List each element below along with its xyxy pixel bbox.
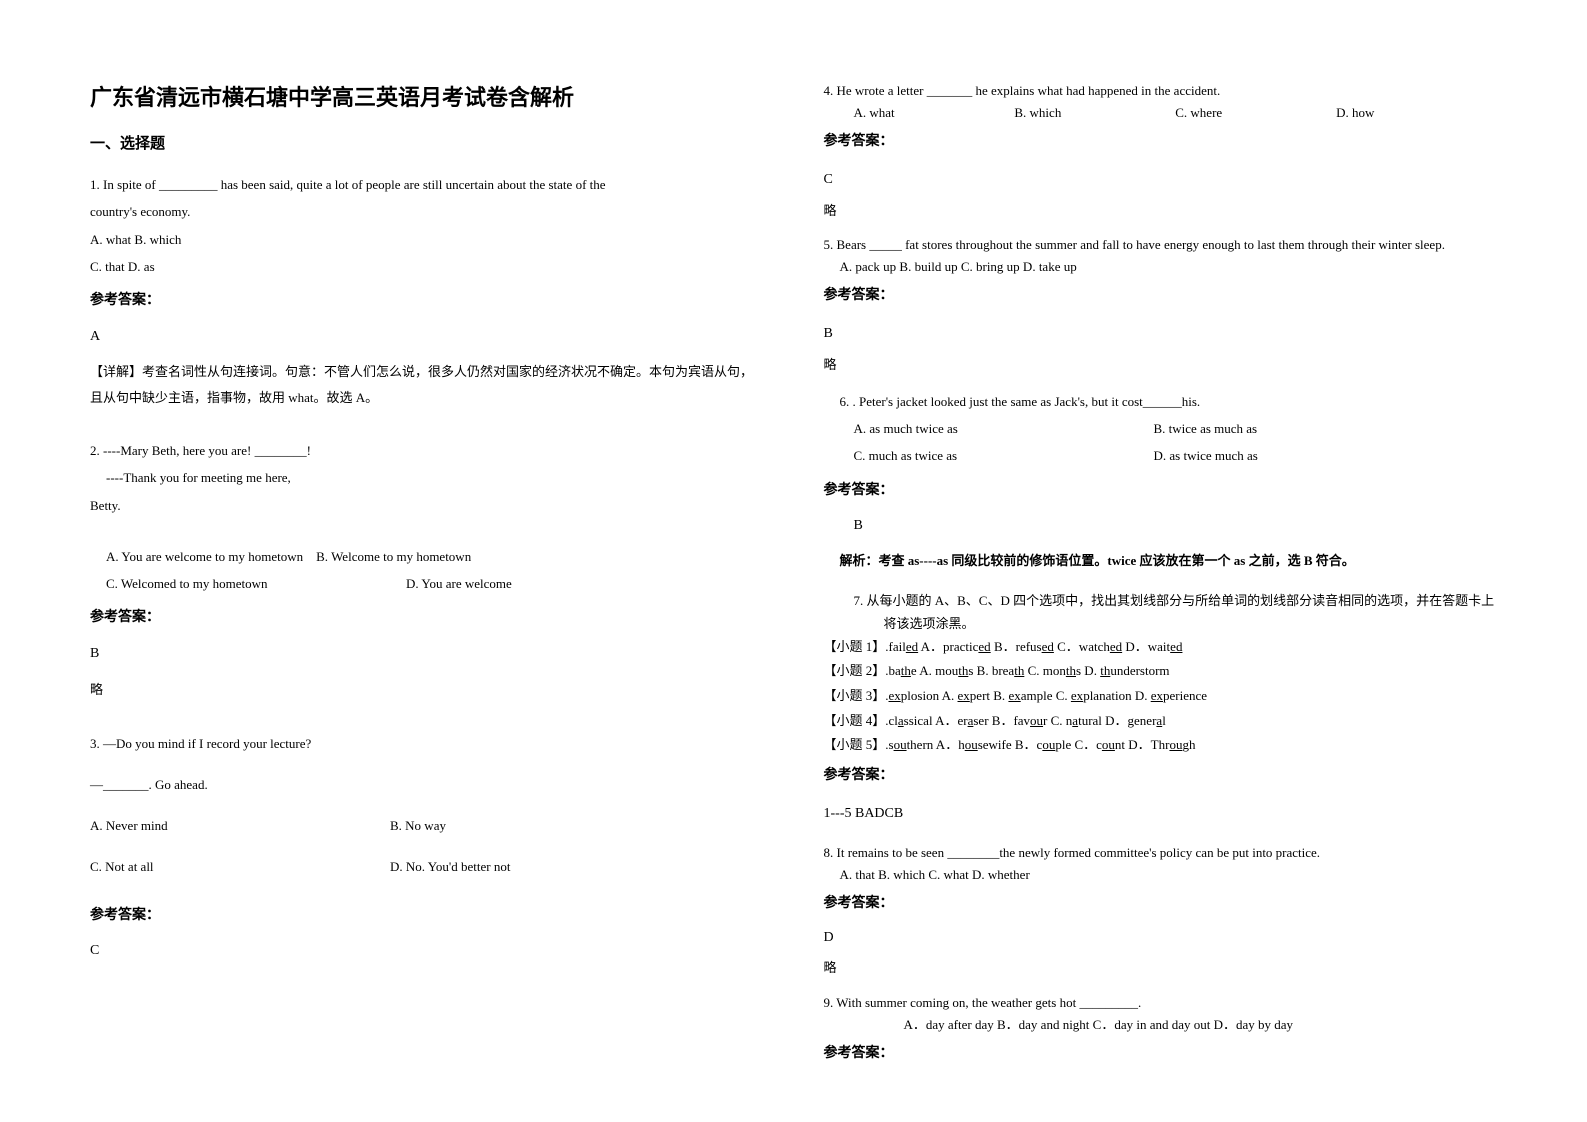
q9-text: 9. With summer coming on, the weather ge… [824, 992, 1498, 1014]
q2-opts-ab: A. You are welcome to my hometown B. Wel… [90, 543, 764, 570]
q7-sub1: 【小题 1】.failed A．practiced B．refused C．wa… [824, 635, 1498, 660]
q2-optD: D. You are welcome [406, 570, 706, 597]
q3-answer: C [90, 936, 764, 965]
q3-optD: D. No. You'd better not [390, 853, 690, 880]
q1-explanation: 【详解】考查名词性从句连接词。句意：不管人们怎么说，很多人仍然对国家的经济状况不… [90, 359, 764, 411]
q5-answer: B [824, 322, 1498, 346]
q3-opts-ab: A. Never mind B. No way [90, 812, 764, 839]
q2-optB: B. Welcome to my hometown [316, 549, 471, 564]
q6-explain-text: 解析：考查 as----as 同级比较前的修饰语位置。twice 应该放在第一个… [840, 553, 1355, 568]
q1-answer: A [90, 322, 764, 351]
q8-opts: A. that B. which C. what D. whether [824, 864, 1498, 886]
q2-answer: B [90, 639, 764, 668]
question-2: 2. ----Mary Beth, here you are! ________… [90, 437, 764, 714]
q5-answer-label: 参考答案： [824, 284, 1498, 308]
q8-omit: 略 [824, 957, 1498, 979]
q4-options: A. what B. which C. where D. how [824, 102, 1498, 124]
q4-optA: A. what [854, 102, 1015, 124]
q3-optA: A. Never mind [90, 812, 390, 839]
q9-opts: A．day after day B．day and night C．day in… [824, 1014, 1498, 1036]
q6-answer-label: 参考答案： [824, 476, 1498, 505]
q6-opts-ab: A. as much twice as B. twice as much as [824, 415, 1498, 442]
q2-line3: Betty. [90, 492, 764, 519]
q5-text: 5. Bears _____ fat stores throughout the… [824, 234, 1498, 256]
q3-opts-cd: C. Not at all D. No. You'd better not [90, 853, 764, 880]
q4-text: 4. He wrote a letter _______ he explains… [824, 80, 1498, 102]
q1-text-1: 1. In spite of _________ has been said, … [90, 171, 764, 198]
q7-answer: 1---5 BADCB [824, 802, 1498, 826]
q4-omit: 略 [824, 200, 1498, 222]
q6-answer: B [824, 511, 1498, 540]
question-8: 8. It remains to be seen ________the new… [824, 842, 1498, 990]
q2-opts-cd: C. Welcomed to my hometown D. You are we… [90, 570, 764, 597]
q1-answer-label: 参考答案： [90, 286, 764, 315]
q2-line1: 2. ----Mary Beth, here you are! ________… [90, 437, 764, 464]
q4-answer-label: 参考答案： [824, 130, 1498, 154]
q3-answer-label: 参考答案： [90, 901, 764, 930]
q6-explain: 解析：考查 as----as 同级比较前的修饰语位置。twice 应该放在第一个… [824, 548, 1498, 574]
question-7: 7. 从每小题的 A、B、C、D 四个选项中，找出其划线部分与所给单词的划线部分… [824, 590, 1498, 833]
q6-opts-cd: C. much as twice as D. as twice much as [824, 442, 1498, 469]
q6-optC: C. much as twice as [854, 442, 1154, 469]
question-3: 3. —Do you mind if I record your lecture… [90, 730, 764, 974]
q2-answer-label: 参考答案： [90, 603, 764, 632]
q2-optC: C. Welcomed to my hometown [106, 570, 406, 597]
q7-sub2: 【小题 2】.bathe A. mouths B. breath C. mont… [824, 659, 1498, 684]
q3-optC: C. Not at all [90, 853, 390, 880]
q5-omit: 略 [824, 354, 1498, 376]
q5-opts: A. pack up B. build up C. bring up D. ta… [824, 256, 1498, 278]
q6-text: 6. . Peter's jacket looked just the same… [824, 388, 1498, 415]
question-1: 1. In spite of _________ has been said, … [90, 171, 764, 421]
q3-line2: —_______. Go ahead. [90, 771, 764, 798]
q9-answer-label: 参考答案： [824, 1042, 1498, 1066]
right-column: 4. He wrote a letter _______ he explains… [824, 80, 1498, 1042]
question-5: 5. Bears _____ fat stores throughout the… [824, 234, 1498, 386]
q6-optA: A. as much twice as [854, 415, 1154, 442]
q4-optD: D. how [1336, 102, 1497, 124]
q4-answer: C [824, 168, 1498, 192]
q7-sub4: 【小题 4】.classical A．eraser B．favour C. na… [824, 709, 1498, 734]
left-column: 广东省清远市横石塘中学高三英语月考试卷含解析 一、选择题 1. In spite… [90, 80, 764, 1042]
q2-omit: 略 [90, 676, 764, 703]
q7-intro: 7. 从每小题的 A、B、C、D 四个选项中，找出其划线部分与所给单词的划线部分… [854, 590, 1498, 634]
q1-opts-a: A. what B. which [90, 226, 764, 253]
q3-line1: 3. —Do you mind if I record your lecture… [90, 730, 764, 757]
question-4: 4. He wrote a letter _______ he explains… [824, 80, 1498, 232]
q8-text: 8. It remains to be seen ________the new… [824, 842, 1498, 864]
q7-sub3: 【小题 3】.explosion A. expert B. example C.… [824, 684, 1498, 709]
q7-sub5: 【小题 5】.southern A．housewife B．couple C．c… [824, 733, 1498, 758]
q1-text-2: country's economy. [90, 198, 764, 225]
q7-answer-label: 参考答案： [824, 764, 1498, 788]
q4-optB: B. which [1014, 102, 1175, 124]
q4-optC: C. where [1175, 102, 1336, 124]
section-heading: 一、选择题 [90, 132, 764, 153]
q2-optA: A. You are welcome to my hometown [106, 549, 303, 564]
question-6: 6. . Peter's jacket looked just the same… [824, 388, 1498, 585]
q1-opts-c: C. that D. as [90, 253, 764, 280]
q8-answer-label: 参考答案： [824, 892, 1498, 916]
page-title: 广东省清远市横石塘中学高三英语月考试卷含解析 [90, 80, 764, 112]
q3-optB: B. No way [390, 812, 690, 839]
q6-optB: B. twice as much as [1154, 415, 1454, 442]
q8-answer: D [824, 926, 1498, 950]
q6-optD: D. as twice much as [1154, 442, 1454, 469]
question-9: 9. With summer coming on, the weather ge… [824, 992, 1498, 1072]
q2-line2: ----Thank you for meeting me here, [90, 464, 764, 491]
